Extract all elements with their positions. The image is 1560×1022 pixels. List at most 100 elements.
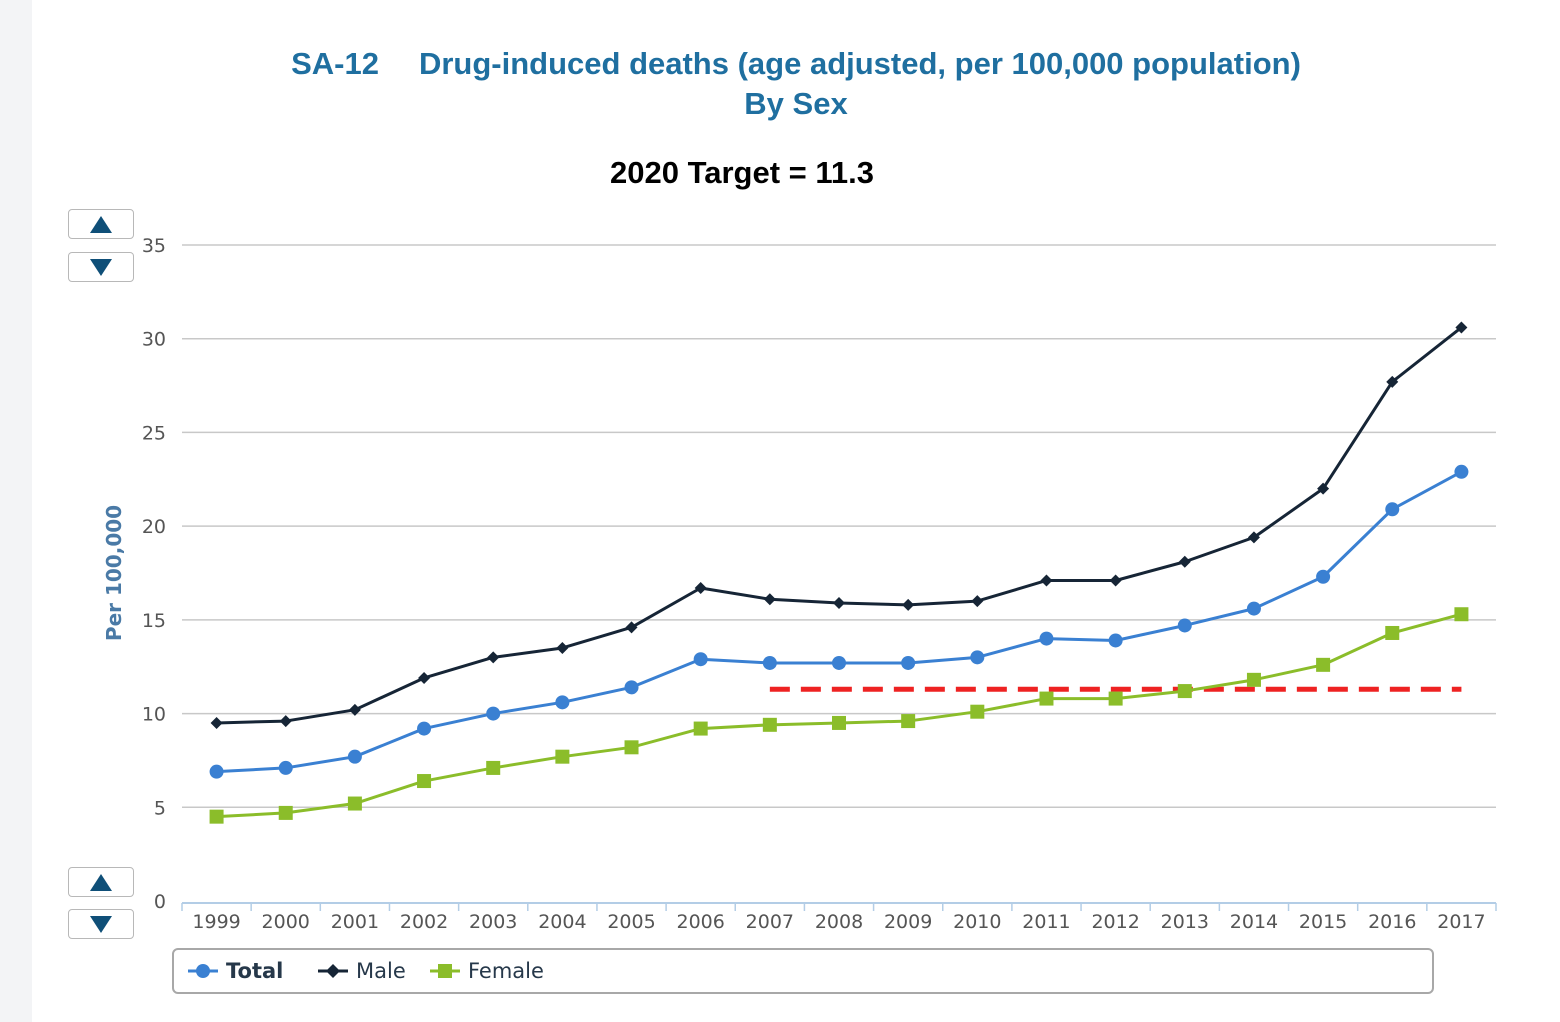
y-axis-label: Per 100,000 [102, 505, 126, 641]
x-tick-label: 2012 [1091, 911, 1139, 933]
diamond-marker-icon [318, 964, 348, 978]
data-point-female [762, 717, 777, 732]
square-marker-icon [430, 964, 460, 978]
data-point-male [1455, 321, 1468, 334]
triangle-up-icon [90, 215, 112, 233]
triangle-up-icon [90, 873, 112, 891]
x-tick-label: 2008 [815, 911, 863, 933]
legend-item-female[interactable]: Female [428, 950, 544, 992]
data-point-total [278, 760, 293, 775]
data-point-female [693, 721, 708, 736]
data-point-total [1177, 618, 1192, 633]
x-tick-label: 1999 [192, 911, 240, 933]
y-tick-label: 5 [154, 797, 166, 819]
data-point-total [1039, 631, 1054, 646]
data-point-total [209, 764, 224, 779]
x-tick-label: 2009 [884, 911, 932, 933]
data-point-male [1386, 375, 1399, 388]
scale-up-button-bottom[interactable] [68, 867, 134, 897]
data-point-total [832, 655, 846, 670]
data-point-total [486, 706, 501, 721]
x-tick-label: 2003 [469, 911, 517, 933]
data-point-male [763, 593, 776, 606]
x-tick-label: 2014 [1230, 911, 1278, 933]
data-point-male [556, 641, 569, 654]
data-point-female [832, 715, 846, 730]
y-tick-label: 15 [142, 610, 166, 632]
x-tick-label: 2002 [400, 911, 448, 933]
data-point-female [1316, 657, 1331, 672]
chart-code: SA-12 [291, 46, 379, 81]
legend-label-male: Male [356, 959, 406, 983]
x-tick-label: 2015 [1299, 911, 1347, 933]
chart-main-title: Drug-induced deaths (age adjusted, per 1… [418, 46, 1301, 81]
data-point-total [762, 655, 777, 670]
data-point-male [279, 715, 292, 728]
x-tick-label: 2017 [1437, 911, 1485, 933]
data-point-total [970, 650, 985, 665]
data-point-total [555, 695, 570, 710]
data-point-male [210, 716, 223, 729]
data-point-total [1316, 569, 1331, 584]
chart-subtitle: By Sex [744, 86, 848, 121]
legend-label-female: Female [468, 959, 544, 983]
x-tick-label: 2001 [331, 911, 379, 933]
data-point-female [486, 760, 501, 775]
x-tick-label: 2006 [677, 911, 725, 933]
data-point-female [1039, 691, 1054, 706]
scale-down-button-top[interactable] [68, 252, 134, 282]
data-point-male [348, 703, 361, 716]
y-tick-label: 35 [142, 235, 166, 257]
legend-item-male[interactable]: Male [316, 950, 406, 992]
triangle-down-icon [90, 258, 112, 276]
data-point-total [624, 680, 639, 695]
data-point-male [487, 651, 500, 664]
data-point-male [1109, 574, 1122, 587]
data-point-male [694, 581, 707, 594]
data-point-female [278, 805, 293, 820]
scale-up-button-top[interactable] [68, 209, 134, 239]
data-point-total [417, 721, 432, 736]
series-line-female [216, 612, 1462, 819]
y-tick-label: 0 [154, 891, 166, 913]
y-tick-label: 20 [142, 516, 166, 538]
y-tick-label: 10 [142, 704, 166, 726]
data-point-female [1108, 691, 1123, 706]
y-tick-label: 25 [142, 422, 166, 444]
x-tick-label: 2013 [1161, 911, 1209, 933]
data-point-female [209, 809, 224, 824]
data-point-female [901, 714, 916, 729]
x-tick-label: 2016 [1368, 911, 1416, 933]
data-point-male [1178, 555, 1191, 568]
data-point-male [902, 598, 915, 611]
data-point-male [1040, 574, 1053, 587]
data-point-total [693, 652, 708, 667]
x-tick-label: 2000 [262, 911, 310, 933]
x-tick-label: 2010 [953, 911, 1001, 933]
data-point-female [555, 749, 570, 764]
scale-down-button-bottom[interactable] [68, 909, 134, 939]
x-tick-label: 2005 [607, 911, 655, 933]
data-point-female [624, 740, 639, 755]
data-point-total [1385, 502, 1400, 517]
x-tick-label: 2011 [1022, 911, 1070, 933]
data-point-female [417, 774, 432, 789]
chart-panel: SA-12 Drug-induced deaths (age adjusted, … [32, 0, 1560, 1022]
data-point-total [901, 655, 916, 670]
legend-label-total: Total [226, 959, 284, 983]
data-point-female [970, 704, 985, 719]
chart-legend: Total Male Female [172, 948, 1434, 994]
data-point-male [1247, 531, 1260, 544]
data-point-male [1317, 482, 1330, 495]
y-tick-label: 30 [142, 329, 166, 351]
data-point-male [625, 621, 638, 634]
data-point-female [1454, 607, 1469, 622]
target-label: 2020 Target = 11.3 [610, 155, 874, 190]
data-point-total [1454, 464, 1469, 479]
data-point-total [347, 749, 362, 764]
data-point-male [418, 671, 431, 684]
x-tick-label: 2004 [538, 911, 586, 933]
data-point-female [347, 796, 362, 811]
legend-item-total[interactable]: Total [186, 950, 283, 992]
